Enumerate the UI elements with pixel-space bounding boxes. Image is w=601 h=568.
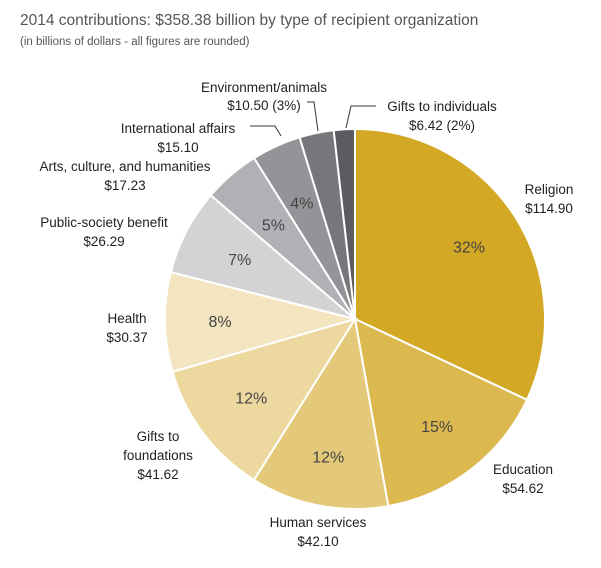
leader-line-environment-animals [307, 101, 319, 132]
pct-label-health: 8% [208, 314, 231, 331]
slice-education [353, 317, 529, 508]
value-label-human-services: $42.10 [297, 534, 338, 549]
chart-subtitle: (in billions of dollars - all figures ar… [20, 36, 250, 48]
value-label-public-society-benefit: $26.29 [83, 234, 124, 249]
leader-line-international-affairs [250, 125, 282, 137]
name-label-gifts-to-foundations: Gifts to [137, 429, 180, 444]
name-label-public-society-benefit: Public-society benefit [40, 215, 168, 230]
slice-human-services [252, 316, 390, 510]
pct-label-arts-culture-and-humanities: 5% [262, 217, 285, 234]
value-label-arts-culture-and-humanities: $17.23 [104, 178, 145, 193]
slice-religion [354, 127, 546, 402]
value-label-gifts-to-foundations: $41.62 [137, 467, 178, 482]
pct-label-public-society-benefit: 7% [228, 252, 251, 269]
name-label-international-affairs: International affairs [121, 121, 236, 136]
value-label-gifts-to-individuals: $6.42 (2%) [409, 118, 475, 133]
value-label-religion: $114.90 [525, 201, 573, 216]
name-label-gifts-to-foundations: foundations [123, 448, 193, 463]
name-label-arts-culture-and-humanities: Arts, culture, and humanities [39, 159, 210, 174]
pct-label-international-affairs: 4% [290, 196, 313, 213]
value-label-health: $30.37 [106, 330, 147, 345]
name-label-gifts-to-individuals: Gifts to individuals [387, 99, 497, 114]
pct-label-human-services: 12% [312, 449, 344, 466]
pct-label-religion: 32% [453, 240, 485, 257]
value-label-environment-animals: $10.50 (3%) [227, 98, 301, 113]
name-label-education: Education [493, 462, 553, 477]
name-label-religion: Religion [525, 182, 574, 197]
name-label-environment-animals: Environment/animals [201, 80, 327, 95]
value-label-education: $54.62 [502, 481, 543, 496]
slice-gifts-to-individuals [332, 127, 356, 320]
value-label-international-affairs: $15.10 [157, 140, 198, 155]
name-label-health: Health [107, 311, 146, 326]
name-label-human-services: Human services [270, 515, 367, 530]
pct-label-education: 15% [421, 419, 453, 436]
chart-title: 2014 contributions: $358.38 billion by t… [20, 12, 479, 29]
slice-health [164, 270, 359, 374]
pct-label-gifts-to-foundations: 12% [235, 390, 267, 407]
leader-line-gifts-to-individuals [345, 105, 376, 129]
